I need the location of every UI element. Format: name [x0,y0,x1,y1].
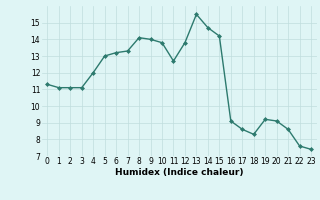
X-axis label: Humidex (Indice chaleur): Humidex (Indice chaleur) [115,168,244,177]
